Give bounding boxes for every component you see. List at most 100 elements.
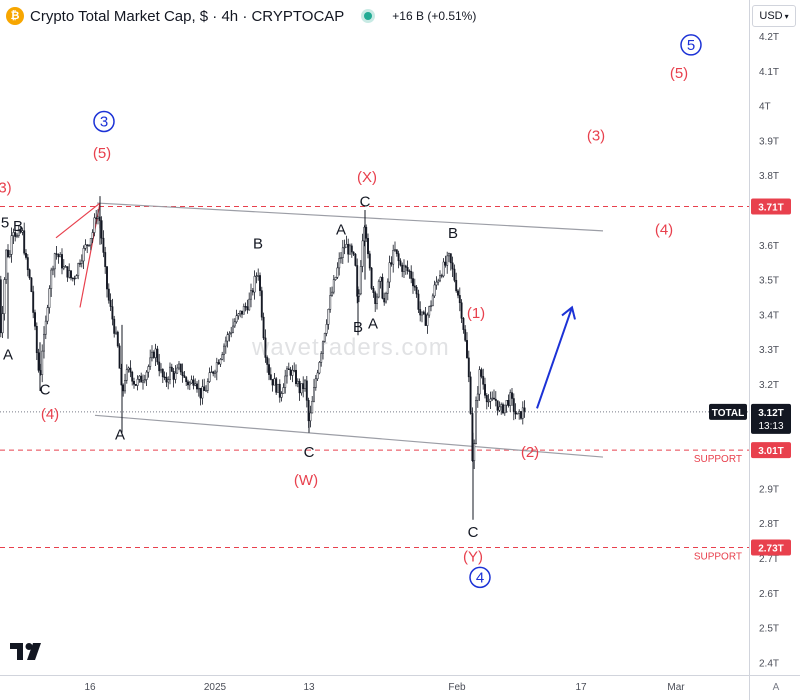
candle-body <box>131 371 134 382</box>
projection-arrow-head <box>561 305 576 320</box>
upper-channel-line <box>96 202 604 232</box>
candle-body <box>61 254 63 269</box>
candle-body <box>368 253 371 269</box>
time-tick-label: Feb <box>448 682 466 693</box>
price-tick-label: 3.2T <box>759 380 779 391</box>
wave-label: A <box>336 221 346 238</box>
candle-body <box>116 331 119 347</box>
price-tick-label: 2.4T <box>759 658 779 669</box>
candle-body <box>192 379 195 386</box>
candle-body <box>298 380 301 394</box>
currency-select[interactable]: USD ▾ <box>752 5 796 27</box>
candle-body <box>127 367 130 370</box>
candle-body <box>314 378 317 388</box>
wave-label: C <box>468 524 479 541</box>
candle-body <box>381 276 384 299</box>
price-axis[interactable]: 4.2T4.1T4T3.9T3.8T3.7T3.6T3.5T3.4T3.3T3.… <box>759 32 779 669</box>
candle-body <box>430 305 432 307</box>
price-tick-label: 2.6T <box>759 589 779 600</box>
candle-body <box>246 306 249 311</box>
candle-body <box>95 217 98 219</box>
candle-body <box>277 383 279 393</box>
candle-body <box>43 333 45 352</box>
candle-body <box>448 253 450 257</box>
candle-body <box>439 275 441 282</box>
candle-body <box>7 249 9 257</box>
candle-body <box>41 350 44 375</box>
candle-body <box>440 275 443 277</box>
candle-body <box>8 254 11 257</box>
candle-body <box>80 260 83 264</box>
candle-body <box>437 280 440 283</box>
wave-label: (1) <box>467 305 485 322</box>
candle-body <box>377 281 380 298</box>
candle-body <box>284 375 287 388</box>
candle-body <box>383 297 386 303</box>
candle-body <box>14 232 17 237</box>
wave-label: (X) <box>357 169 377 186</box>
candle-body <box>493 397 495 400</box>
candle-body <box>187 381 189 386</box>
candle-body <box>165 377 168 383</box>
symbol-title[interactable]: Crypto Total Market Cap, $ · 4h · CRYPTO… <box>30 7 345 25</box>
wave-label: (3) <box>587 127 605 144</box>
candle-body <box>134 384 137 386</box>
candle-body <box>188 382 191 386</box>
wave-label: (4) <box>41 406 59 423</box>
candle-body <box>329 295 332 310</box>
candles[interactable] <box>0 196 526 520</box>
candle-body <box>169 366 171 380</box>
tradingview-logo-icon[interactable] <box>10 643 44 661</box>
candle-body <box>221 354 224 360</box>
candle-body <box>296 380 299 385</box>
market-status-icon <box>364 12 373 20</box>
auto-scale-button[interactable]: A <box>772 681 780 693</box>
candle-body <box>469 376 472 414</box>
candle-body <box>163 376 166 378</box>
candle-body <box>428 306 431 316</box>
price-tick-label: 4.2T <box>759 32 779 43</box>
candle-body <box>275 378 278 393</box>
candle-body <box>190 379 193 384</box>
candle-body <box>91 232 94 239</box>
candle-body <box>412 278 414 287</box>
candle-body <box>397 253 400 262</box>
candle-body <box>302 383 305 390</box>
plot-area[interactable] <box>0 196 749 549</box>
candle-body <box>1 313 4 334</box>
candle-body <box>388 262 391 283</box>
candle-body <box>28 269 31 279</box>
candle-body <box>223 345 225 356</box>
candle-body <box>316 372 319 380</box>
candle-body <box>248 298 251 311</box>
candle-body <box>403 265 405 272</box>
candle-body <box>64 266 67 268</box>
candle-body <box>107 288 110 301</box>
candle-body <box>449 253 452 264</box>
wave-label: 3 <box>100 113 108 130</box>
candle-body <box>336 267 339 278</box>
candle-body <box>421 311 423 316</box>
candle-body <box>354 253 357 266</box>
candle-body <box>242 306 245 315</box>
wave-circle <box>93 110 115 133</box>
candle-body <box>485 395 488 403</box>
candle-body <box>84 244 87 249</box>
time-axis[interactable]: 16 2025 13 Feb 17 Mar <box>84 682 685 693</box>
price-tick-label: 2.8T <box>759 519 779 530</box>
candle-body <box>394 249 396 251</box>
candle-body <box>149 357 152 367</box>
candle-body <box>152 351 155 358</box>
candle-body <box>70 270 72 279</box>
candle-body <box>466 340 468 359</box>
candle-body <box>289 369 292 376</box>
candle-body <box>406 267 409 272</box>
candle-body <box>352 251 355 255</box>
wave-label: 3) <box>0 180 12 197</box>
candle-body <box>21 230 24 233</box>
candle-body <box>269 374 272 380</box>
candle-body <box>502 404 504 414</box>
candle-body <box>151 351 153 359</box>
candle-body <box>250 290 252 300</box>
